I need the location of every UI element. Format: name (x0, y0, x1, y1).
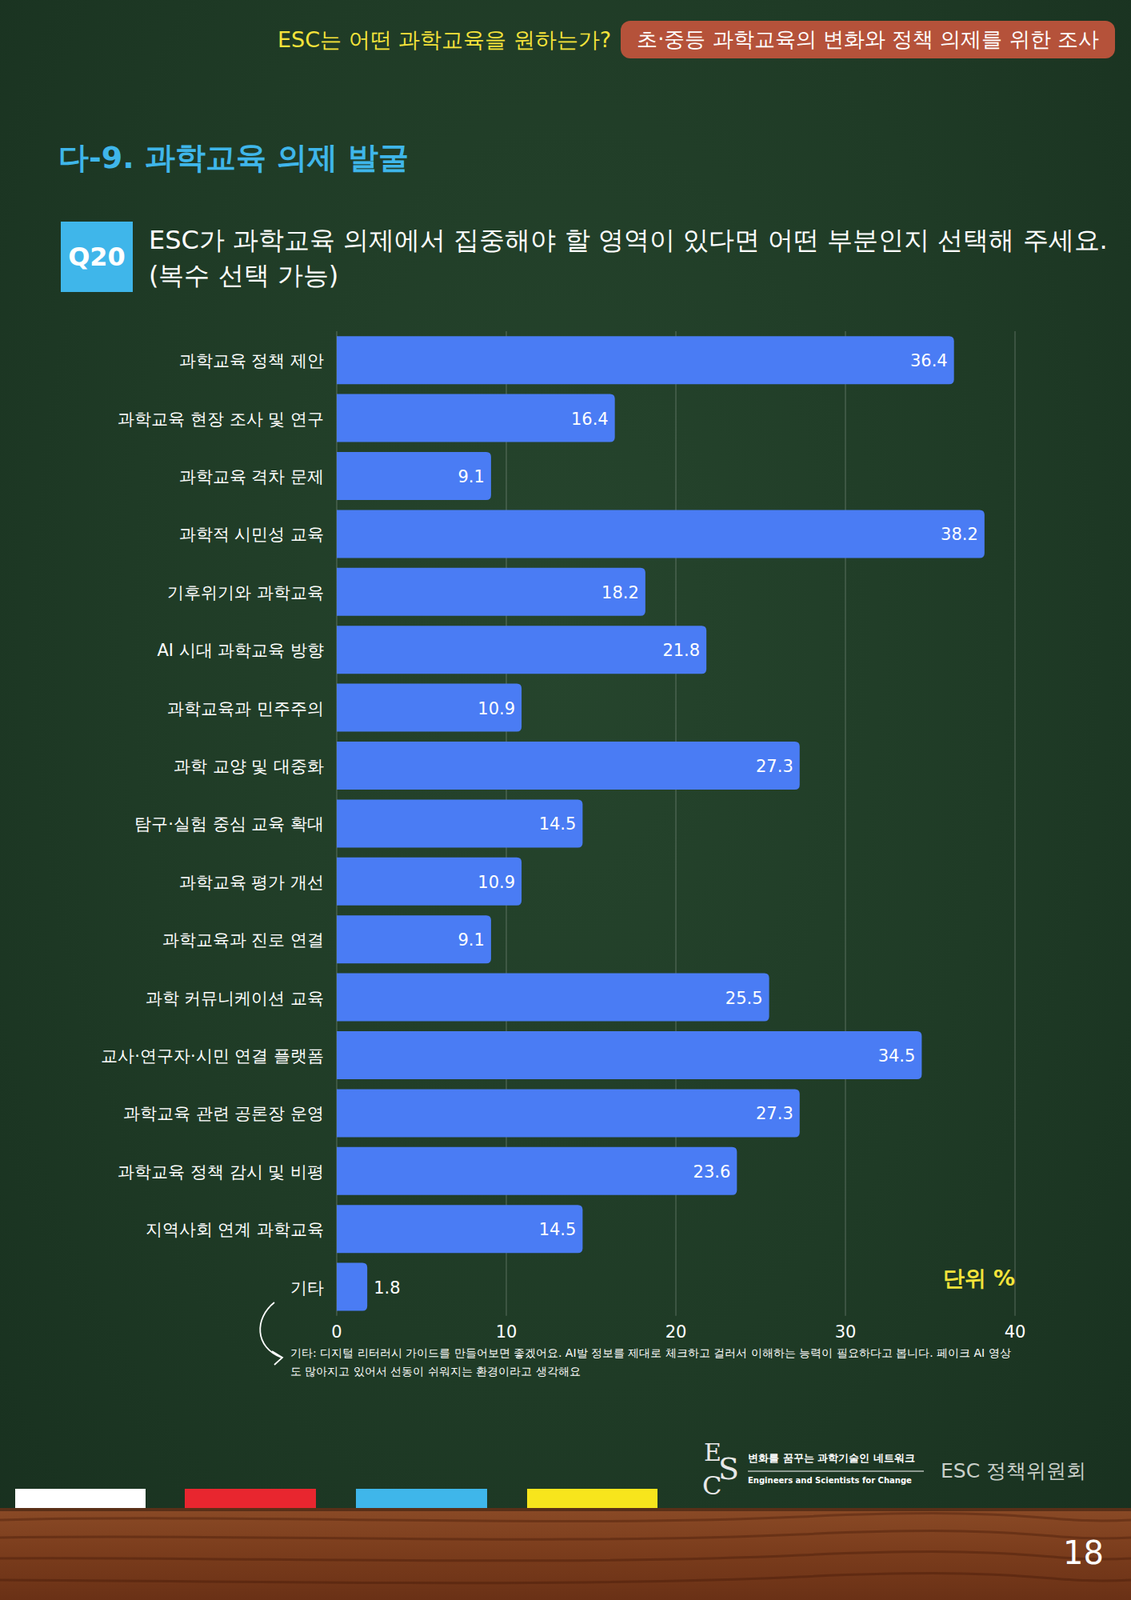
tagline-rule (747, 1470, 924, 1472)
labels: 과학교육 정책 제안 36.4 과학교육 현장 조사 및 연구 16.4 과학교육 격차… (100, 351, 979, 1297)
data-label: 23.6 (693, 1162, 732, 1182)
section-title: 다-9. 과학교육 의제 발굴 (58, 137, 409, 179)
bar (336, 741, 800, 790)
bar (336, 335, 955, 384)
wood-grain (0, 1551, 1131, 1561)
data-label: 16.4 (571, 409, 609, 429)
grid-line (1014, 331, 1016, 1316)
bar (336, 1262, 368, 1311)
bar (336, 973, 770, 1022)
question-note: (복수 선택 가능) (148, 258, 339, 294)
chalk-strip (527, 1488, 658, 1508)
data-label: 10.9 (477, 872, 516, 892)
wood-grain (0, 1573, 1131, 1583)
bar (336, 451, 492, 500)
tagline-en: Engineers and Scientists for Change (747, 1475, 912, 1485)
data-label: 36.4 (910, 351, 948, 371)
question-badge: Q20 (60, 221, 133, 292)
tick-label: 0 (331, 1322, 342, 1342)
data-label: 38.2 (940, 524, 979, 544)
bars (336, 335, 985, 1311)
header-title: ESC는 어떤 과학교육을 원하는가? (277, 25, 612, 55)
bar (336, 1088, 800, 1137)
category-label: 기후위기와 과학교육 (167, 583, 324, 603)
data-label: 1.8 (373, 1278, 400, 1298)
bar (336, 1031, 922, 1080)
data-label: 10.9 (477, 699, 516, 719)
ledge-shadow (0, 1507, 1131, 1511)
category-label: 과학교육 평가 개선 (179, 872, 324, 892)
chalk-strip (355, 1488, 488, 1508)
page-number: 18 (1063, 1534, 1104, 1571)
arrow (259, 1302, 282, 1358)
header: ESC는 어떤 과학교육을 원하는가? 초·중등 과학교육의 변화와 정책 의제를… (277, 20, 1116, 59)
tagline: 변화를 꿈꾸는 과학기술인 네트워크 (747, 1450, 916, 1466)
category-label: 과학 커뮤니케이션 교육 (145, 988, 324, 1008)
data-label: 18.2 (601, 583, 640, 603)
wood (0, 1507, 1131, 1600)
data-label: 9.1 (458, 930, 485, 950)
bar (336, 394, 616, 443)
chalk-strip (184, 1488, 316, 1508)
category-label: 교사·연구자·시민 연결 플랫폼 (100, 1046, 324, 1066)
bar (336, 509, 985, 558)
data-label: 14.5 (539, 1219, 577, 1239)
note: 기타: 디지털 리터러시 가이드를 만들어보면 좋겠어요. AI발 정보를 제대… (290, 1343, 1019, 1381)
data-label: 27.3 (755, 756, 794, 776)
grid-line (844, 331, 846, 1316)
category-label: 과학교육 격차 문제 (179, 467, 324, 487)
data-label: 21.8 (662, 640, 700, 660)
data-label: 14.5 (539, 814, 577, 834)
arrow-head (271, 1350, 283, 1365)
category-label: AI 시대 과학교육 방향 (156, 640, 324, 660)
organization: ESC 정책위원회 (940, 1457, 1087, 1484)
category-label: 과학교육 현장 조사 및 연구 (117, 409, 324, 429)
bar (336, 1146, 737, 1195)
category-label: 탐구·실험 중심 교육 확대 (134, 814, 324, 834)
bar (336, 915, 492, 964)
data-label: 34.5 (878, 1046, 916, 1066)
category-label: 지역사회 연계 과학교육 (145, 1219, 324, 1239)
tick-label: 30 (835, 1322, 857, 1342)
bar (336, 683, 522, 732)
header-badge: 초·중등 과학교육의 변화와 정책 의제를 위한 조사 (620, 20, 1116, 59)
data-label: 27.3 (755, 1103, 794, 1124)
bar (336, 567, 646, 616)
bar (336, 857, 522, 906)
category-label: 과학교육 정책 제안 (179, 351, 324, 371)
category-label: 과학적 시민성 교육 (179, 524, 324, 544)
tick-label: 10 (495, 1322, 518, 1342)
tick-label: 20 (665, 1322, 688, 1342)
bar (336, 625, 707, 674)
data-label: 9.1 (458, 467, 485, 487)
tick-label: 40 (1004, 1322, 1027, 1342)
chalk-strip (15, 1488, 146, 1508)
category-label: 과학교육 정책 감시 및 비평 (117, 1162, 324, 1182)
wood-grain (0, 1530, 1131, 1540)
category-label: 과학교육과 민주주의 (167, 699, 324, 719)
bar (336, 1204, 583, 1253)
question-text: ESC가 과학교육 의제에서 집중해야 할 영역이 있다면 어떤 부분인지 선택… (148, 223, 1108, 259)
category-label: 기타 (290, 1278, 324, 1298)
bar (336, 799, 583, 848)
category-label: 과학교육과 진로 연결 (162, 930, 324, 950)
data-label: 25.5 (725, 988, 764, 1008)
category-label: 과학교육 관련 공론장 운영 (123, 1103, 324, 1124)
page: 0 10 20 30 40 과학교육 정책 제안 36.4 과학교육 현장 조사 및 연구 16… (0, 0, 1131, 1600)
category-label: 과학 교양 및 대중화 (173, 756, 324, 776)
unit-label: 단위 % (943, 1265, 1016, 1291)
logo-letter: C (702, 1470, 722, 1501)
wood-grain (0, 1513, 1131, 1522)
